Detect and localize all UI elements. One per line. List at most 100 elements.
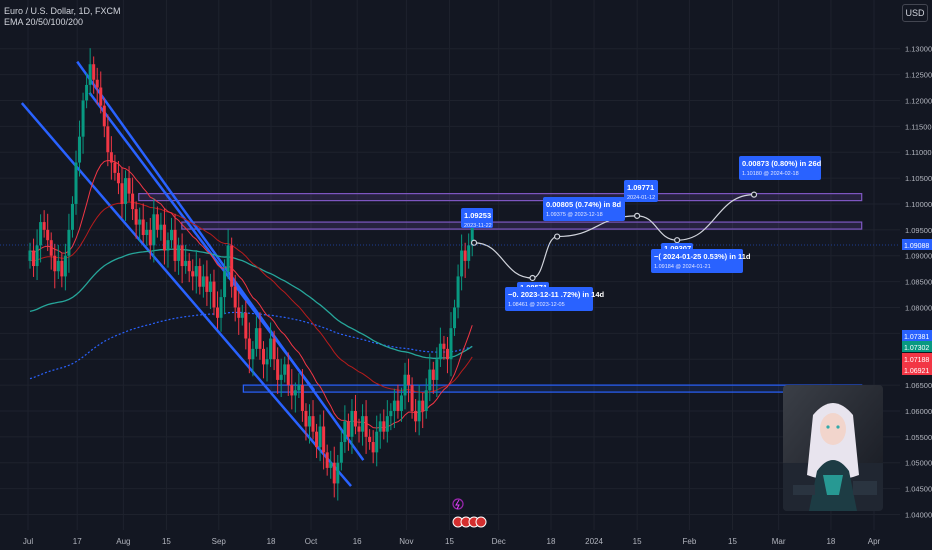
time-tick-label: 17: [73, 537, 82, 546]
candle-body: [60, 260, 64, 277]
candle-body: [396, 400, 400, 411]
candle-body: [198, 266, 202, 287]
price-tick-label: 1.06000: [905, 407, 932, 416]
candle-body: [180, 245, 184, 267]
grid: [0, 0, 900, 530]
ema-50-line: [29, 201, 473, 394]
candle-body: [254, 328, 258, 349]
candle-body: [109, 152, 113, 163]
candle-body: [456, 276, 460, 308]
candle-body: [116, 172, 120, 184]
candle-body: [32, 250, 36, 267]
candle-body: [46, 229, 50, 241]
economic-event-icon[interactable]: [475, 516, 487, 528]
indicator-legend[interactable]: EMA 20/50/100/200: [4, 17, 84, 27]
candle-body: [336, 462, 340, 484]
projection-point: [470, 239, 478, 246]
candle-body: [141, 219, 145, 236]
price-label-box: [902, 330, 932, 341]
projection-point: [554, 233, 561, 240]
projection-point: [750, 191, 758, 198]
price-tick-label: 1.11000: [905, 148, 932, 157]
callout-box: [651, 249, 743, 273]
price-label-box: [902, 353, 932, 364]
price-label-box: [902, 239, 932, 250]
resistance-zones: [138, 193, 863, 393]
price-tick-label: 1.05500: [905, 433, 932, 442]
candle-body: [35, 245, 39, 267]
price-tick-label: 1.11500: [905, 122, 932, 131]
candle-body: [230, 245, 234, 287]
candle-body: [399, 395, 403, 411]
candle-body: [353, 410, 357, 427]
zone-rect: [181, 221, 863, 230]
candle-body: [389, 410, 393, 417]
time-tick-label: 15: [162, 537, 171, 546]
price-axis: 1.13000 1.12500 1.12000 1.11500 1.11000 1.105…: [905, 45, 932, 520]
price-tick-label: 1.04500: [905, 485, 932, 494]
callout-line1: 1.09307: [664, 244, 691, 253]
projection-curve: [474, 194, 755, 279]
time-tick-label: Oct: [305, 537, 318, 546]
callout-line1: 1.09771: [627, 183, 654, 192]
candle-body: [265, 359, 269, 365]
candle-body: [56, 260, 60, 272]
candle-body: [325, 452, 329, 468]
candle-body: [215, 307, 220, 318]
candle-body: [428, 369, 432, 391]
lightning-glyph: [455, 499, 460, 510]
candle-body: [385, 416, 389, 432]
candle-body: [272, 338, 276, 360]
lightning-icon[interactable]: [452, 498, 464, 510]
symbol-title[interactable]: Euro / U.S. Dollar, 1D, FXCM: [4, 6, 121, 16]
time-tick-label: 15: [445, 537, 454, 546]
price-tick-label: 1.06500: [905, 381, 932, 390]
candle-body: [315, 431, 319, 448]
candle-body: [191, 271, 195, 277]
ema-20-line: [29, 160, 473, 429]
price-tick-label: 1.12000: [905, 96, 932, 105]
time-tick-label: 15: [633, 537, 642, 546]
callout-box: [461, 208, 493, 228]
candle-body: [226, 245, 230, 272]
candle-body: [208, 281, 212, 292]
channel-line: [76, 60, 365, 461]
candle-body: [378, 421, 382, 432]
zone-rect: [138, 193, 863, 202]
candle-body: [276, 359, 280, 380]
candle-body: [258, 328, 262, 349]
candle-body: [445, 348, 449, 360]
candle-body: [350, 410, 354, 437]
candle-body: [127, 178, 131, 194]
candle-body: [49, 240, 53, 256]
callout-line2: 1.09184 @ 2024-01-21: [654, 264, 711, 270]
candle-body: [134, 209, 138, 225]
candle-body: [177, 245, 181, 261]
callout-line2: 1.09375 @ 2023-12-18: [546, 212, 603, 218]
price-labels: 1.09088 1.07381 1.07302 1.07188 1.06921: [0, 239, 932, 375]
candle-body: [442, 343, 446, 349]
candle-body: [364, 416, 368, 437]
candle-body: [247, 338, 251, 360]
candle-body: [410, 385, 414, 411]
candle-body: [212, 281, 216, 308]
candle-body: [438, 343, 442, 360]
projection-point: [634, 212, 641, 219]
candle-body: [74, 162, 78, 204]
candle-body: [95, 79, 99, 88]
candle-body: [283, 364, 287, 375]
time-tick-label: Nov: [399, 537, 413, 546]
candle-body: [269, 338, 273, 360]
candle-body: [145, 229, 149, 236]
time-tick-label: Aug: [116, 537, 130, 546]
candle-body: [261, 348, 266, 365]
candle-body: [102, 105, 106, 127]
currency-button[interactable]: USD: [902, 4, 928, 22]
candle-body: [53, 255, 57, 272]
candle-body: [403, 374, 407, 396]
price-tick-label: 1.04000: [905, 510, 932, 519]
time-tick-label: Feb: [683, 537, 697, 546]
candle-body: [237, 307, 241, 318]
candle-body: [201, 276, 205, 287]
